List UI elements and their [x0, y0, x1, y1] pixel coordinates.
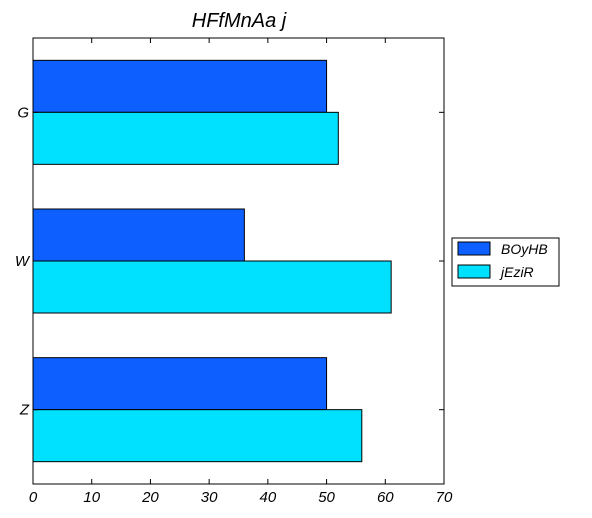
legend-swatch-jezir	[457, 264, 491, 279]
bar-jezir-w	[32, 260, 392, 314]
x-tick-label-20: 20	[141, 489, 159, 506]
bar-jezir-g	[32, 111, 339, 165]
bar-boyhb-w	[32, 208, 245, 262]
bars-group	[32, 59, 392, 463]
x-tick-label-60: 60	[377, 489, 394, 506]
x-tick-label-30: 30	[201, 489, 218, 506]
legend-swatch-boyhb	[457, 241, 491, 256]
x-tick-label-10: 10	[83, 489, 100, 506]
x-tick-label-50: 50	[318, 489, 335, 506]
x-tick-label-0: 0	[29, 489, 38, 506]
y-tick-label-z: Z	[19, 402, 30, 419]
x-tick-label-40: 40	[260, 489, 277, 506]
y-tick-label-w: W	[15, 253, 31, 270]
y-tick-label-g: G	[17, 104, 29, 121]
bar-boyhb-g	[32, 59, 328, 113]
axis-ticks: G W Z 0 10 20 30 40 50 60 70	[15, 38, 453, 506]
legend-label-boyhb: BOyHB	[501, 241, 548, 257]
x-tick-label-70: 70	[436, 489, 453, 506]
legend: BOyHB jEziR	[451, 237, 560, 287]
legend-label-jezir: jEziR	[499, 264, 534, 280]
bar-jezir-z	[32, 409, 363, 463]
bar-boyhb-z	[32, 357, 328, 411]
chart-title: HFfMnAa j	[192, 10, 287, 32]
